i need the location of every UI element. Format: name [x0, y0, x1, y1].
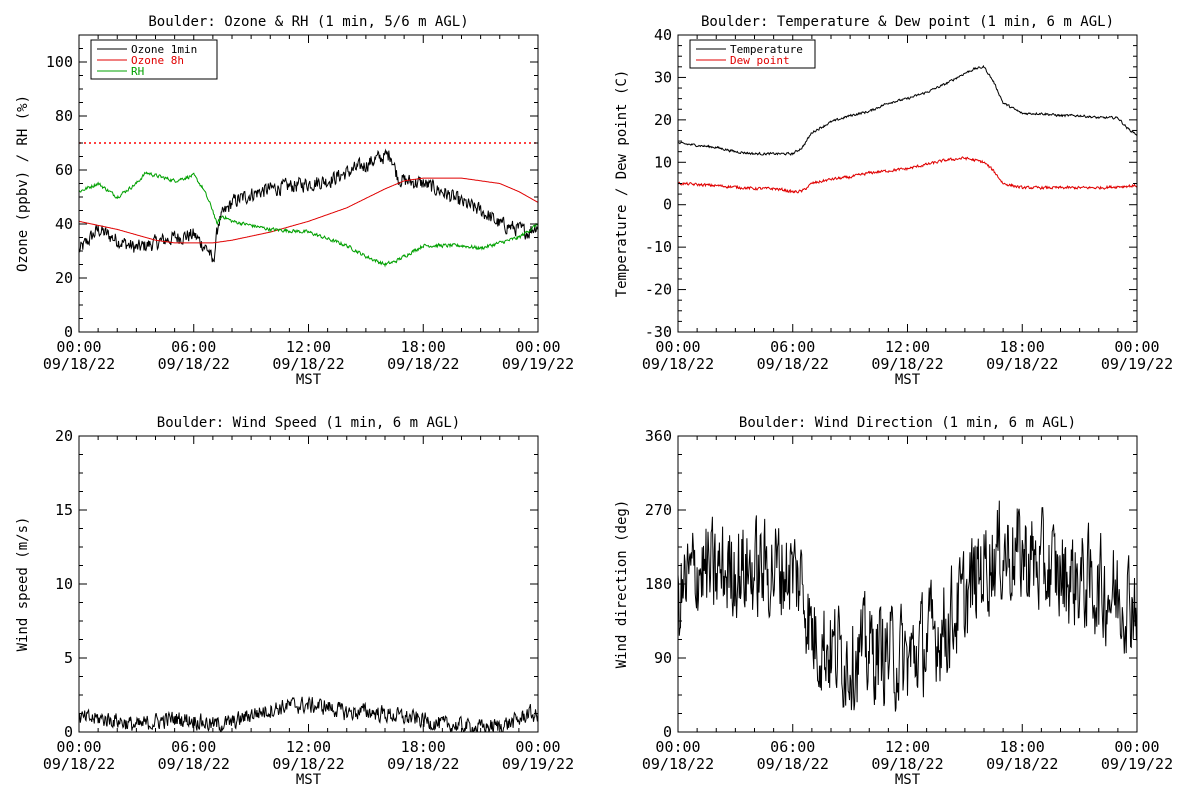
legend-label: RH	[131, 65, 144, 78]
legend-box	[689, 39, 816, 69]
x-tick-label-time: 00:00	[655, 338, 700, 356]
chart-title: Boulder: Wind Speed (1 min, 6 m AGL)	[157, 415, 460, 431]
series-line-dew-point	[678, 156, 1137, 194]
axes-frame	[677, 34, 1138, 333]
x-tick-label-date: 09/19/22	[502, 755, 574, 773]
wind-direction-panel: Boulder: Wind Direction (1 min, 6 m AGL)…	[614, 415, 1173, 788]
y-tick-label: 60	[55, 161, 73, 179]
y-tick-label: 40	[654, 26, 672, 44]
x-tick-label-time: 00:00	[515, 338, 560, 356]
legend-label: Dew point	[730, 54, 790, 67]
x-tick-label-time: 06:00	[770, 738, 815, 756]
y-tick-label: 270	[645, 501, 672, 519]
y-tick-label: -10	[645, 238, 672, 256]
x-tick-label-date: 09/18/22	[272, 355, 344, 373]
chart-title: Boulder: Wind Direction (1 min, 6 m AGL)	[739, 415, 1076, 431]
x-tick-label-date: 09/18/22	[757, 355, 829, 373]
y-tick-label: 10	[55, 575, 73, 593]
x-tick-label-time: 00:00	[515, 738, 560, 756]
x-tick-label-date: 09/18/22	[642, 355, 714, 373]
x-tick-label-time: 06:00	[770, 338, 815, 356]
x-tick-label-date: 09/18/22	[986, 355, 1058, 373]
legend-label: Ozone 8h	[131, 54, 184, 67]
series-line-series-0	[79, 695, 538, 732]
y-tick-label: 180	[645, 575, 672, 593]
chart-title: Boulder: Temperature & Dew point (1 min,…	[701, 14, 1114, 30]
x-tick-label-date: 09/18/22	[871, 355, 943, 373]
x-tick-label-date: 09/18/22	[387, 755, 459, 773]
series-line-ozone-1min	[79, 148, 538, 263]
x-tick-label-date: 09/18/22	[272, 755, 344, 773]
x-tick-label-time: 12:00	[885, 738, 930, 756]
x-tick-label-time: 00:00	[655, 738, 700, 756]
y-tick-label: 100	[46, 53, 73, 71]
x-tick-label-time: 12:00	[286, 338, 331, 356]
x-tick-label-date: 09/19/22	[1101, 755, 1173, 773]
y-tick-label: 30	[654, 68, 672, 86]
axes-frame	[78, 435, 539, 733]
legend-label: Ozone 1min	[131, 43, 197, 56]
x-tick-label-time: 18:00	[401, 338, 446, 356]
y-tick-label: 10	[654, 153, 672, 171]
x-tick-label-date: 09/18/22	[757, 755, 829, 773]
x-axis-label: MST	[895, 772, 921, 788]
y-tick-label: -20	[645, 281, 672, 299]
x-tick-label-time: 18:00	[1000, 738, 1045, 756]
y-tick-label: 90	[654, 649, 672, 667]
x-tick-label-date: 09/18/22	[642, 755, 714, 773]
series-line-rh	[79, 171, 538, 268]
x-tick-label-date: 09/19/22	[1101, 355, 1173, 373]
y-tick-label: -30	[645, 323, 672, 341]
x-tick-label-date: 09/18/22	[871, 755, 943, 773]
y-tick-label: 20	[55, 427, 73, 445]
series-line-ozone-8h	[79, 177, 538, 244]
x-tick-label-time: 12:00	[286, 738, 331, 756]
x-tick-label-date: 09/18/22	[986, 755, 1058, 773]
x-axis-label: MST	[296, 772, 322, 788]
series-line-temperature	[678, 64, 1137, 157]
y-axis-label: Ozone (ppbv) / RH (%)	[15, 95, 31, 272]
x-tick-label-time: 00:00	[56, 738, 101, 756]
y-tick-label: 360	[645, 427, 672, 445]
legend-label: Temperature	[730, 43, 803, 56]
x-tick-label-date: 09/18/22	[387, 355, 459, 373]
x-tick-label-time: 00:00	[56, 338, 101, 356]
x-tick-label-time: 06:00	[171, 738, 216, 756]
y-tick-label: 0	[663, 196, 672, 214]
x-tick-label-date: 09/18/22	[158, 355, 230, 373]
series-line-series-0	[678, 500, 1137, 712]
wind-speed-panel: Boulder: Wind Speed (1 min, 6 m AGL) 0 5 10…	[15, 415, 574, 788]
x-tick-label-date: 09/18/22	[43, 355, 115, 373]
y-tick-label: 20	[55, 269, 73, 287]
x-tick-label-date: 09/18/22	[43, 755, 115, 773]
y-axis-label: Temperature / Dew point (C)	[614, 70, 630, 298]
ozone-rh-panel: Boulder: Ozone & RH (1 min, 5/6 m AGL) 0 2…	[15, 14, 574, 388]
temperature-dewpoint-panel: Boulder: Temperature & Dew point (1 min,…	[614, 14, 1173, 388]
y-tick-label: 20	[654, 111, 672, 129]
y-tick-label: 0	[64, 723, 73, 741]
y-axis-label: Wind speed (m/s)	[15, 517, 31, 652]
y-tick-label: 15	[55, 501, 73, 519]
y-axis-label: Wind direction (deg)	[614, 500, 630, 669]
x-tick-label-time: 18:00	[401, 738, 446, 756]
x-axis-label: MST	[296, 372, 322, 388]
y-tick-label: 5	[64, 649, 73, 667]
x-tick-label-time: 06:00	[171, 338, 216, 356]
x-tick-label-time: 00:00	[1114, 738, 1159, 756]
x-tick-label-date: 09/18/22	[158, 755, 230, 773]
x-tick-label-time: 00:00	[1114, 338, 1159, 356]
chart-title: Boulder: Ozone & RH (1 min, 5/6 m AGL)	[148, 14, 468, 30]
x-tick-label-date: 09/19/22	[502, 355, 574, 373]
x-tick-label-time: 18:00	[1000, 338, 1045, 356]
x-axis-label: MST	[895, 372, 921, 388]
y-tick-label: 40	[55, 215, 73, 233]
y-tick-label: 0	[64, 323, 73, 341]
y-tick-label: 80	[55, 107, 73, 125]
y-tick-label: 0	[663, 723, 672, 741]
x-tick-label-time: 12:00	[885, 338, 930, 356]
